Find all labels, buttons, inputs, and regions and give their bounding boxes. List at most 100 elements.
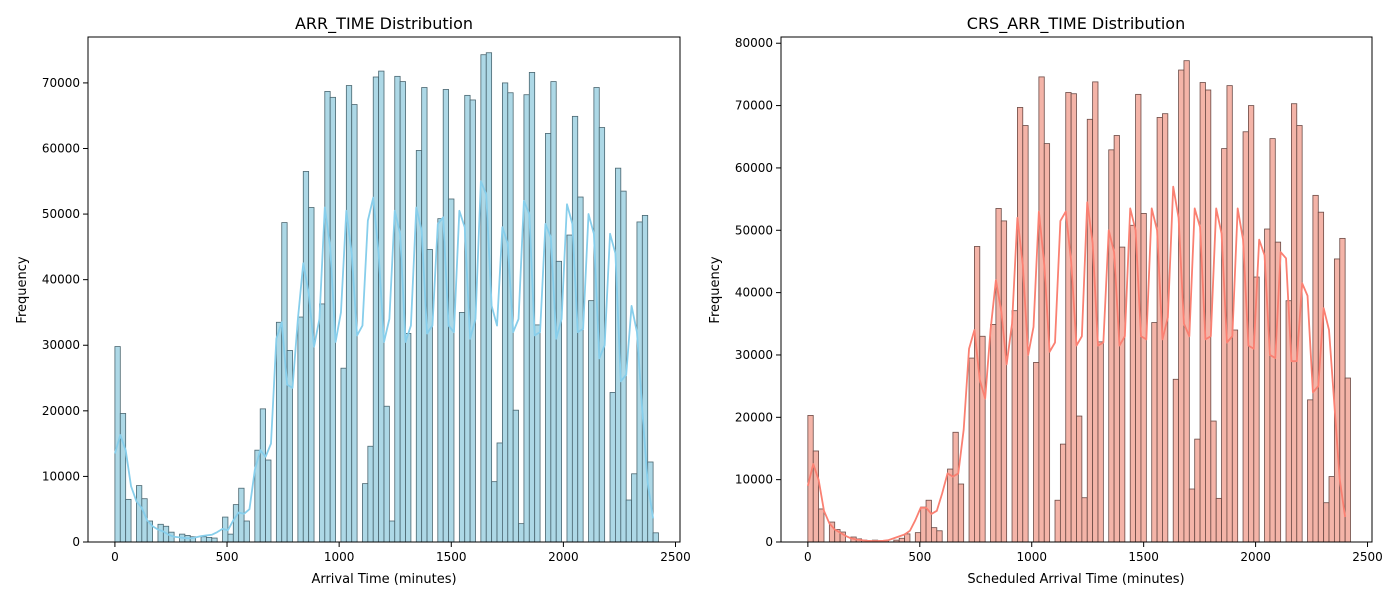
histogram-bar xyxy=(458,312,466,543)
histogram-bar xyxy=(555,260,562,543)
x-tick-label: 500 xyxy=(216,550,239,564)
x-axis-label: Arrival Time (minutes) xyxy=(311,572,456,587)
y-tick-label: 20000 xyxy=(42,404,80,418)
histogram-bar xyxy=(388,520,396,543)
x-tick-label: 500 xyxy=(908,550,931,564)
histogram-bar xyxy=(205,537,213,543)
kde-line xyxy=(114,180,654,540)
histogram-bar xyxy=(523,94,530,543)
x-axis-label: Scheduled Arrival Time (minutes) xyxy=(967,572,1184,587)
histogram-bar xyxy=(990,324,997,543)
histogram-bar xyxy=(818,508,825,543)
histogram-bar xyxy=(319,303,326,543)
y-tick-label: 30000 xyxy=(42,338,80,352)
histogram-bar xyxy=(238,487,245,543)
histogram-bar xyxy=(491,481,498,543)
y-tick-label: 30000 xyxy=(735,348,773,362)
histogram-bar xyxy=(609,392,616,543)
histogram-bar xyxy=(394,75,401,543)
histogram-bar xyxy=(1065,92,1072,543)
bars xyxy=(114,52,659,543)
histogram-bar xyxy=(625,499,632,543)
histogram-bar xyxy=(995,208,1002,543)
histogram-bar xyxy=(426,249,433,543)
y-tick-label: 40000 xyxy=(735,286,773,300)
kde-line xyxy=(806,185,1347,542)
histogram-bar xyxy=(1076,415,1083,543)
x-tick-label: 1000 xyxy=(324,550,355,564)
histogram-bar xyxy=(1274,241,1282,543)
histogram-bar xyxy=(1038,76,1045,543)
histogram-bar xyxy=(367,445,374,543)
histogram-bar xyxy=(1226,85,1233,543)
histogram-bar xyxy=(340,367,347,543)
histogram-bar xyxy=(200,536,207,543)
histogram-bar xyxy=(925,499,932,543)
y-tick-label: 50000 xyxy=(42,207,80,221)
histogram-bar xyxy=(308,207,315,543)
histogram-bar xyxy=(1269,138,1276,543)
histogram-bar xyxy=(1092,81,1099,543)
histogram-bar xyxy=(1070,93,1077,543)
y-tick-label: 70000 xyxy=(42,76,80,90)
histogram-bar xyxy=(136,485,143,543)
y-tick-label: 80000 xyxy=(735,36,773,50)
histogram-bar xyxy=(1129,224,1136,543)
histogram-bar xyxy=(920,506,927,543)
histogram-bar xyxy=(1086,118,1094,543)
chart-title: ARR_TIME Distribution xyxy=(295,14,473,34)
histogram-bar xyxy=(1205,89,1212,543)
histogram-bar xyxy=(904,533,911,543)
histogram-bar xyxy=(631,473,638,543)
histogram-bar xyxy=(641,214,649,543)
histogram-bar xyxy=(1033,362,1040,543)
histogram-bar xyxy=(1323,502,1330,543)
axes-frame xyxy=(87,36,681,543)
histogram-bar xyxy=(598,127,606,543)
histogram-bar xyxy=(1194,438,1201,543)
y-tick-label: 10000 xyxy=(42,469,80,483)
histogram-bar xyxy=(1344,377,1351,543)
x-tick-label: 0 xyxy=(804,550,812,564)
histogram-bar xyxy=(1231,329,1239,543)
histogram-bar xyxy=(119,413,127,543)
histogram-bar xyxy=(157,523,164,543)
x-tick-label: 2500 xyxy=(1352,550,1383,564)
chart-crs-arr-time: CRS_ARR_TIME Distribution Scheduled Arri… xyxy=(708,14,1383,587)
histogram-bar xyxy=(534,324,541,543)
axes-frame xyxy=(780,36,1373,543)
y-tick-label: 0 xyxy=(765,535,773,549)
histogram-bar xyxy=(448,198,455,543)
histogram-bar xyxy=(405,333,412,543)
y-axis-label: Frequency xyxy=(15,256,30,323)
histogram-bar xyxy=(979,335,986,543)
histogram-bar xyxy=(1307,399,1314,543)
histogram-bar xyxy=(227,533,234,543)
x-tick-label: 2000 xyxy=(1240,550,1271,564)
histogram-bar xyxy=(1291,103,1298,543)
histogram-bar xyxy=(275,321,283,543)
y-tick-label: 60000 xyxy=(735,161,773,175)
histogram-bar xyxy=(372,76,380,543)
histogram-bar xyxy=(1328,476,1335,543)
histogram-bar xyxy=(652,532,659,543)
histogram-bar xyxy=(577,196,584,543)
plot-area: 0 500 1000 1500 2000 2500 0 10000 20000 30000 4000… xyxy=(42,36,691,564)
chart-title: CRS_ARR_TIME Distribution xyxy=(967,14,1185,34)
histogram-bar xyxy=(947,468,954,543)
histogram-bar xyxy=(265,459,272,543)
histogram-bar xyxy=(345,85,353,543)
x-tick-label: 1500 xyxy=(436,550,467,564)
histogram-bar xyxy=(1210,420,1217,543)
histogram-bar xyxy=(1081,497,1088,543)
chart-arr-time: ARR_TIME Distribution Arrival Time (minu… xyxy=(15,14,691,587)
histogram-bar xyxy=(1215,497,1222,543)
x-tick-label: 2000 xyxy=(548,550,579,564)
y-axis-label: Frequency xyxy=(708,256,723,323)
histogram-bar xyxy=(1248,105,1255,543)
histogram-bar xyxy=(620,190,627,543)
histogram-bar xyxy=(898,537,905,543)
x-tick-label: 2500 xyxy=(660,550,691,564)
histogram-bar xyxy=(588,300,595,543)
